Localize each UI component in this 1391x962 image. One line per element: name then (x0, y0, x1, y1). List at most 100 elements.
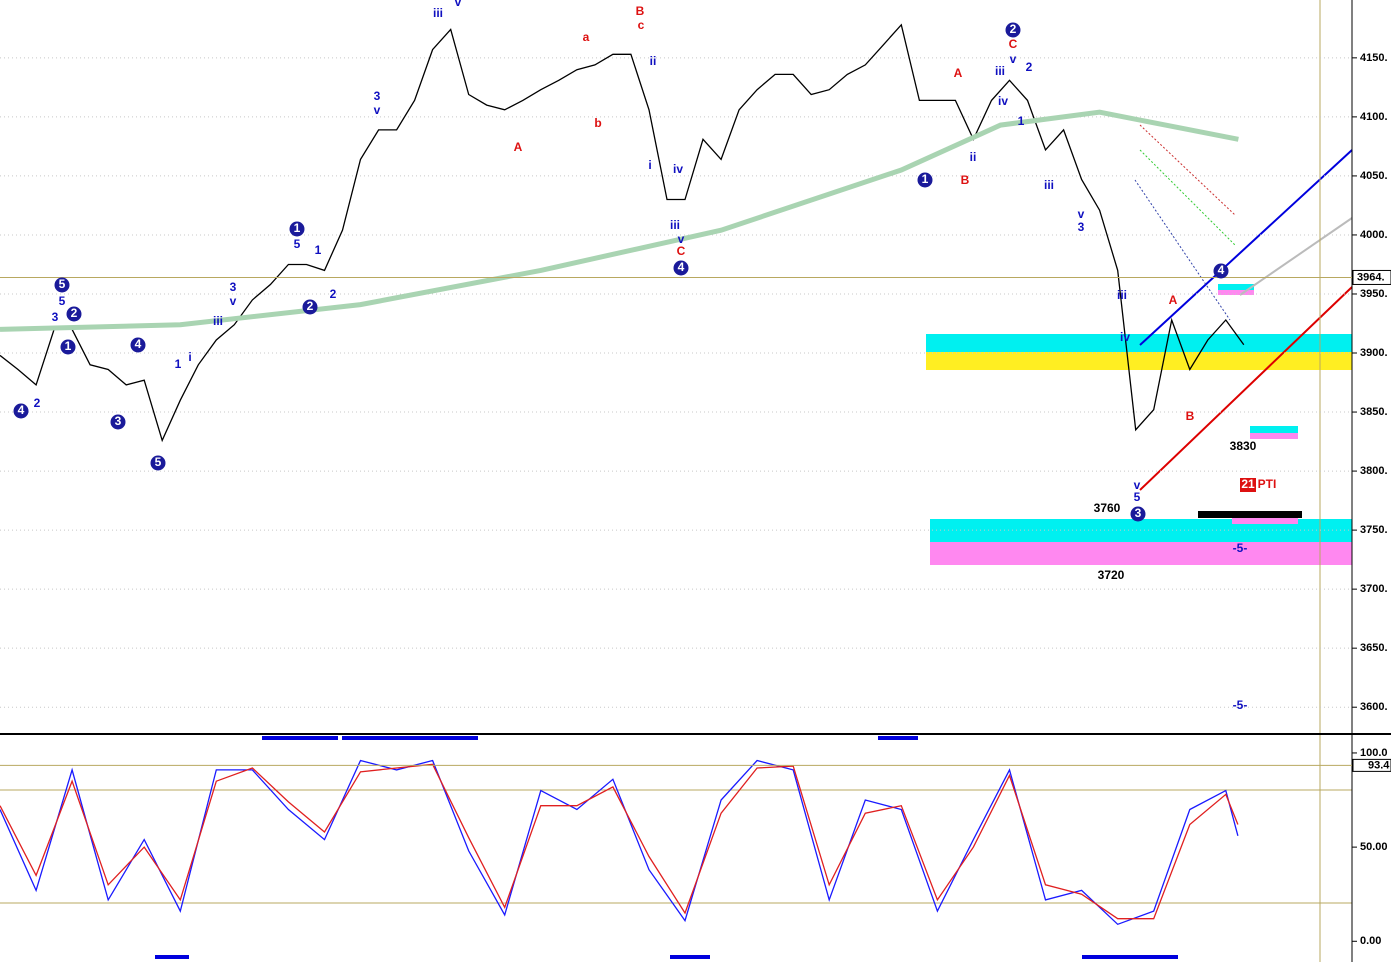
annotation: -5- (1233, 541, 1248, 555)
level-tag (1352, 758, 1391, 772)
y-tick-label: 0.00 (1360, 935, 1381, 947)
marker (670, 955, 710, 959)
y-tick-label: 4050. (1360, 170, 1388, 182)
marker (155, 955, 189, 959)
annotation: v (1078, 207, 1085, 221)
wave-circle (302, 299, 318, 315)
trend-line (1139, 124, 1236, 216)
annotation: -5- (1233, 698, 1248, 712)
annotation: 4 (135, 337, 142, 351)
annotation: 2 (71, 306, 78, 320)
level-tag-label: 93.4 (1368, 759, 1390, 771)
y-tick-label: 3600. (1360, 701, 1388, 713)
annotation: iii (1117, 288, 1127, 302)
wave-circle (673, 260, 689, 276)
price-tag-label: 3964. (1357, 271, 1385, 283)
annotation: iii (995, 64, 1005, 78)
annotation: 3830 (1230, 439, 1257, 453)
trend-line (1239, 217, 1353, 296)
y-tick-label: 4100. (1360, 111, 1388, 123)
annotation: c (638, 18, 645, 32)
zone (1250, 433, 1298, 439)
y-tick-label: 4150. (1360, 52, 1388, 64)
y-tick-label: 4000. (1360, 229, 1388, 241)
annotation: 3 (230, 280, 237, 294)
annotation: v (455, 0, 462, 9)
annotation: 3 (115, 414, 122, 428)
annotation: 2 (1026, 60, 1033, 74)
zone (926, 334, 1352, 352)
marker (1082, 955, 1178, 959)
annotation: 4 (18, 403, 25, 417)
zones (926, 284, 1352, 565)
wave-circle (13, 403, 29, 419)
annotation: v (1134, 478, 1141, 492)
annotation: 2 (307, 299, 314, 313)
label-box (1240, 478, 1256, 492)
markers (155, 736, 1178, 959)
annotation: 2 (1010, 22, 1017, 36)
annotation: 1 (175, 357, 182, 371)
zone (926, 352, 1352, 370)
series-line (0, 23, 1245, 443)
annotation: 1 (65, 339, 72, 353)
zone (930, 542, 1352, 565)
y-tick-label: 3650. (1360, 642, 1388, 654)
wave-circle (1213, 263, 1229, 279)
annotation: iv (998, 94, 1008, 108)
annotation: 5 (59, 277, 66, 291)
annotation: v (678, 232, 685, 246)
annotation: 3720 (1098, 568, 1125, 582)
annotation: A (514, 140, 523, 154)
wave-circle (1005, 22, 1021, 38)
zone (1198, 511, 1302, 518)
annotation: 1 (922, 172, 929, 186)
annotation: 2 (34, 396, 41, 410)
annotation: PTI (1258, 477, 1277, 491)
annotation: iii (213, 314, 223, 328)
y-tick-label: 3850. (1360, 406, 1388, 418)
annotation: A (1169, 293, 1178, 307)
price-tag (1352, 269, 1391, 285)
annotation: iii (1044, 178, 1054, 192)
annotation: B (636, 4, 645, 18)
annotation: 2 (330, 287, 337, 301)
wave-circle (150, 455, 166, 471)
zone (1218, 284, 1254, 290)
series-line (0, 759, 1239, 926)
wave-circle (289, 221, 305, 237)
annotation: iii (433, 6, 443, 20)
annotation: ii (650, 54, 657, 68)
annotation: 3 (52, 310, 59, 324)
annotation: B (961, 173, 970, 187)
annotation: a (583, 30, 590, 44)
y-tick-label: 3900. (1360, 347, 1388, 359)
series-line (0, 763, 1239, 920)
annotation: A (954, 66, 963, 80)
wave-circle (60, 339, 76, 355)
y-tick-label: 3750. (1360, 524, 1388, 536)
annotation: iii (670, 218, 680, 232)
y-tick-label: 3700. (1360, 583, 1388, 595)
wave-circle (54, 277, 70, 293)
annotation: v (1010, 52, 1017, 66)
annotation: 3 (1078, 220, 1085, 234)
annotation: C (677, 244, 686, 258)
trend-lines (1134, 124, 1353, 491)
annotation: iv (1120, 330, 1130, 344)
marker (878, 736, 918, 740)
annotation: i (188, 350, 191, 364)
zone (1232, 518, 1298, 524)
y-tick-label: 100.0 (1360, 747, 1388, 759)
annotation: 4 (1218, 263, 1225, 277)
annotation: b (594, 116, 601, 130)
wave-circle (130, 337, 146, 353)
wave-circle (66, 306, 82, 322)
wave-circle (1130, 506, 1146, 522)
annotation: 1 (315, 243, 322, 257)
marker (262, 736, 338, 740)
annotation: iv (673, 162, 683, 176)
annotation: 4 (678, 260, 685, 274)
annotation: 3 (374, 89, 381, 103)
